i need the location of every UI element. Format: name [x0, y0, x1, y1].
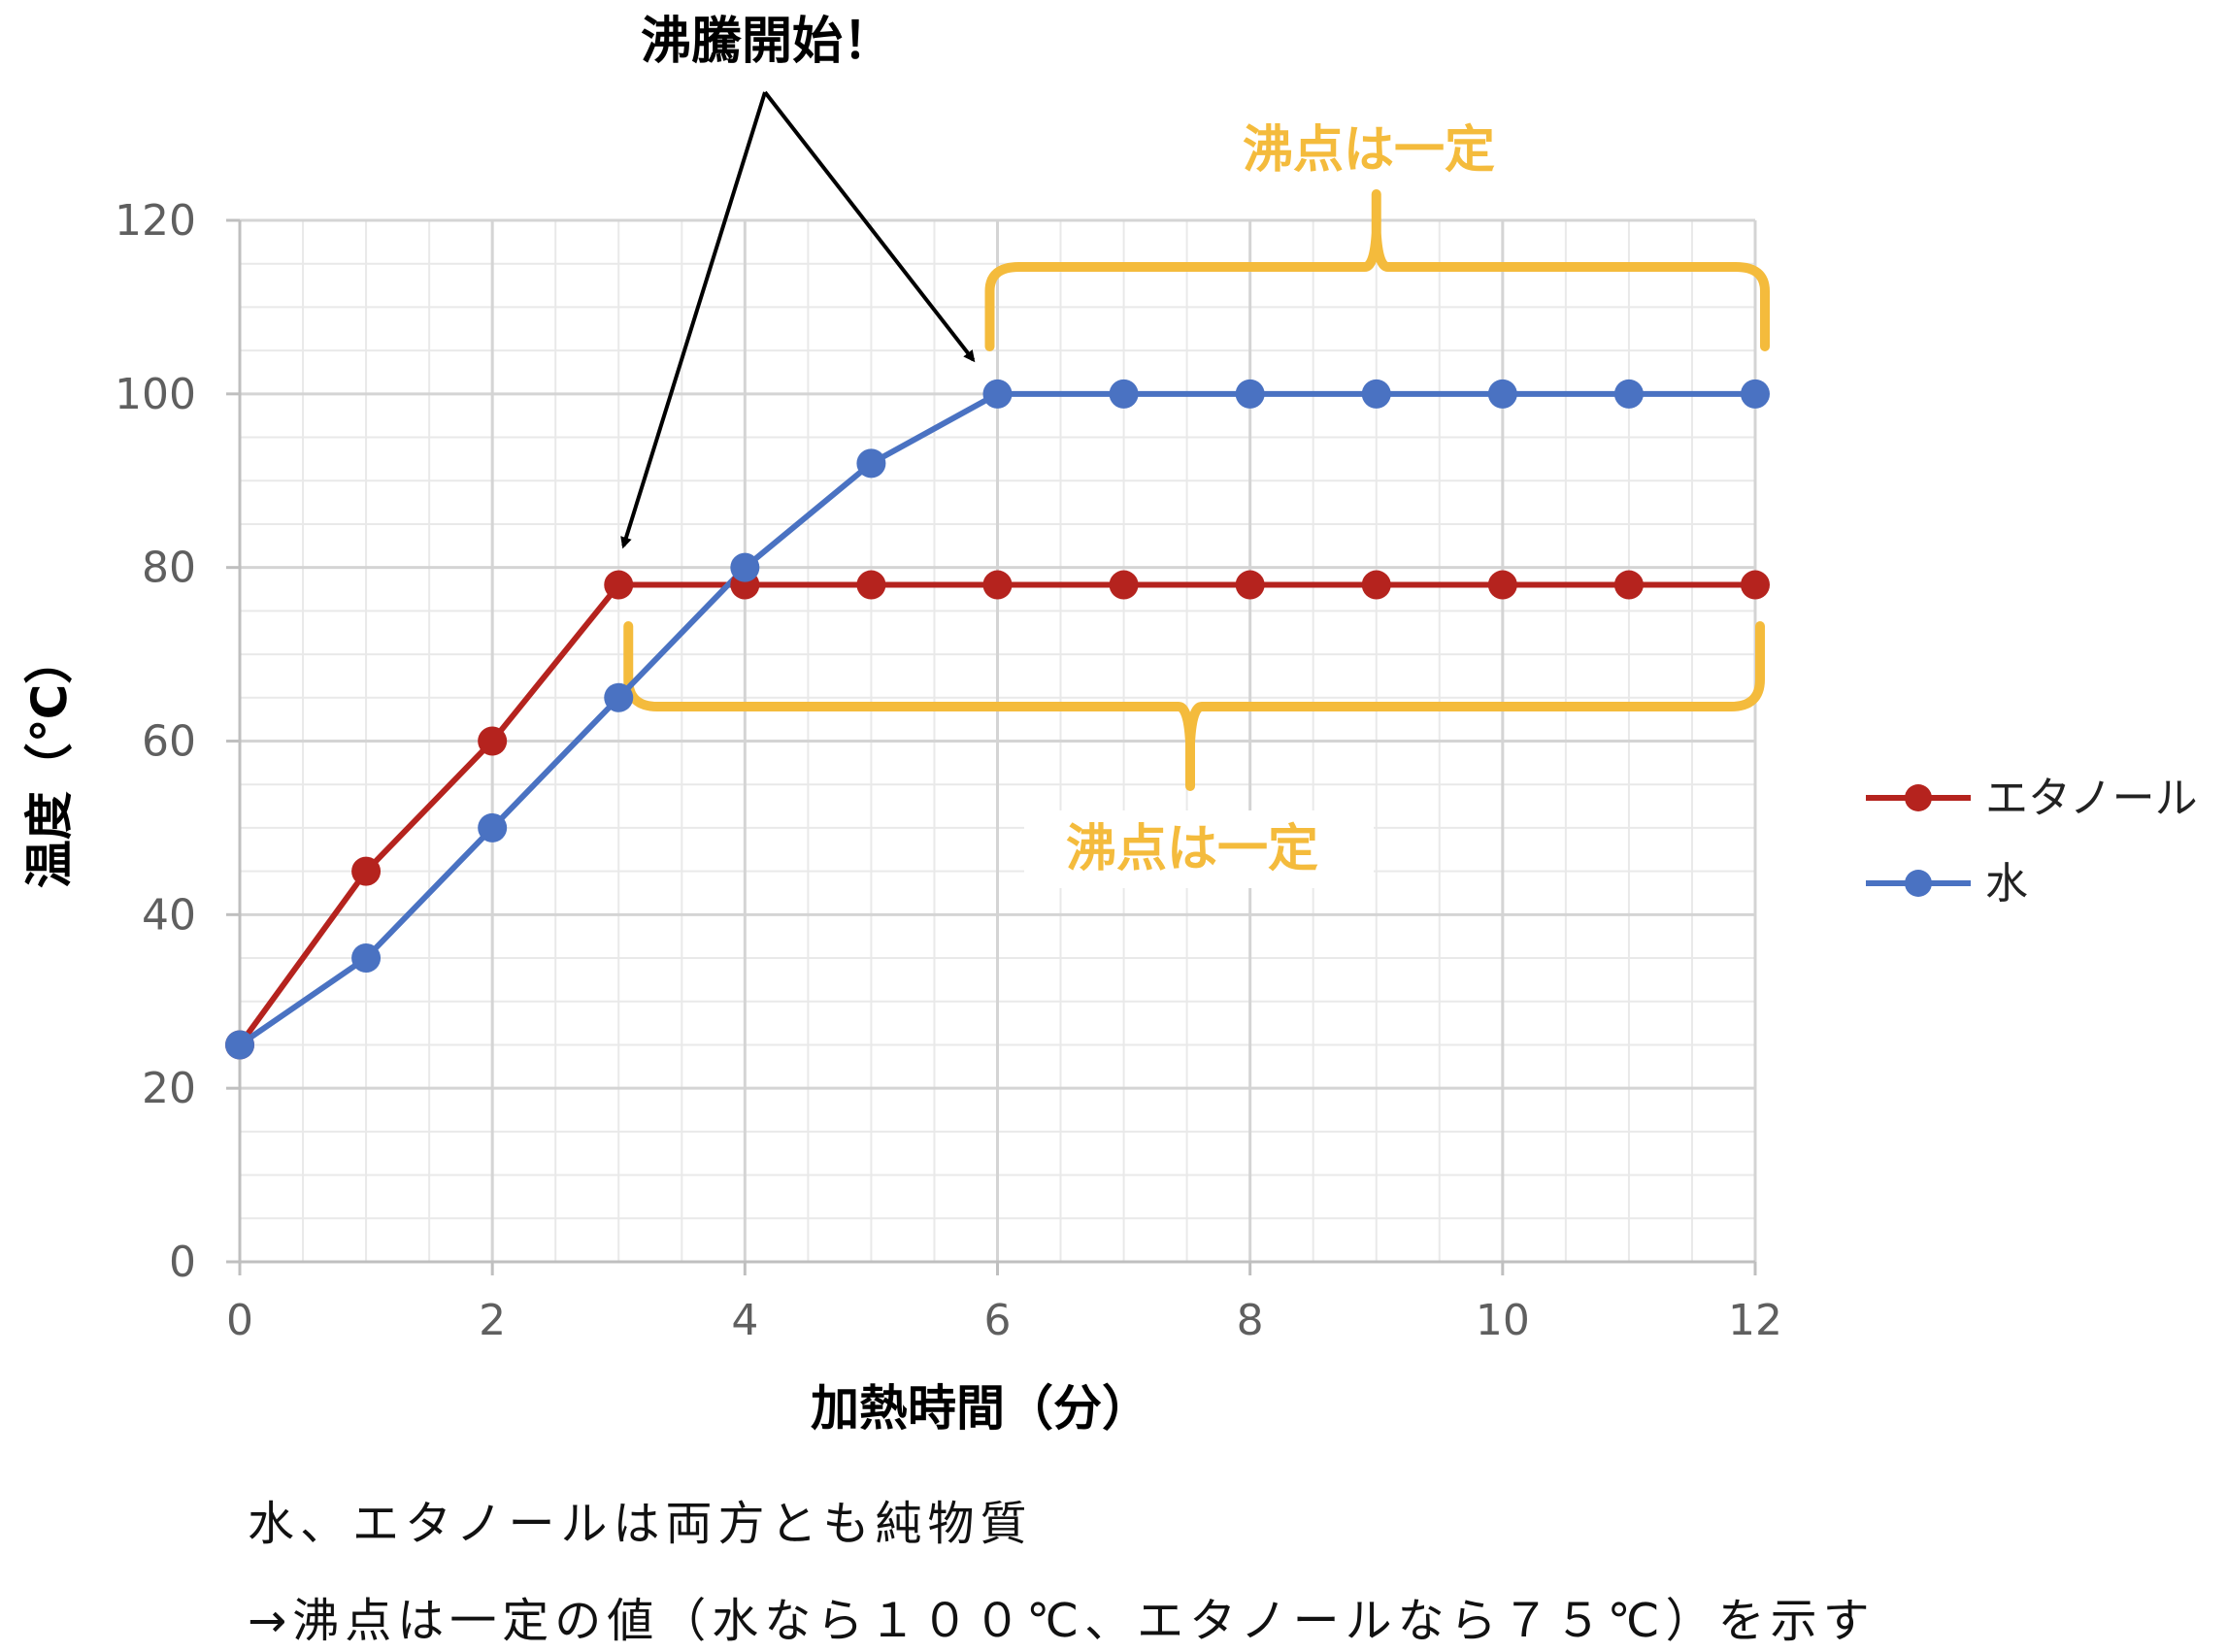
- legend-item-water: 水: [1866, 859, 2028, 909]
- data-point-water: [351, 943, 382, 974]
- y-tick-label: 100: [115, 370, 196, 419]
- water-plateau-bracket: [984, 189, 1770, 351]
- data-point-ethanol: [1235, 570, 1265, 600]
- note-line-1: 水、エタノールは両方とも純物質: [248, 1497, 1033, 1551]
- data-point-ethanol: [1487, 570, 1517, 600]
- boiling-start-label: 沸騰開始！: [641, 13, 893, 71]
- x-tick-label: 12: [1728, 1296, 1782, 1345]
- data-point-ethanol: [478, 726, 508, 756]
- data-point-ethanol: [1741, 570, 1770, 600]
- data-point-water: [604, 682, 634, 712]
- data-point-water: [1109, 379, 1139, 409]
- legend: エタノール 水: [1866, 774, 2198, 909]
- y-tick-label: 120: [115, 196, 196, 246]
- data-point-ethanol: [1109, 570, 1139, 600]
- note-line-2: →沸点は一定の値（水なら１００℃、エタノールなら７５℃）を示す: [248, 1594, 1876, 1648]
- ethanol-plateau-bracket: [623, 621, 1765, 791]
- arrow-to-water-boiling: [763, 90, 976, 363]
- x-tick-labels: 0 2 4 6 8 10 12: [226, 1296, 1782, 1345]
- legend-item-ethanol: エタノール: [1866, 774, 2198, 823]
- data-point-water: [730, 552, 760, 582]
- data-point-ethanol: [351, 856, 382, 886]
- annotation-arrows: [620, 90, 976, 549]
- data-point-water: [478, 812, 508, 843]
- axes: [226, 218, 1757, 1275]
- x-tick-label: 6: [984, 1296, 1012, 1345]
- x-tick-label: 10: [1476, 1296, 1530, 1345]
- x-tick-label: 4: [731, 1296, 758, 1345]
- y-axis-title: 温度（℃）: [21, 636, 78, 889]
- data-point-ethanol: [604, 570, 634, 600]
- data-point-water: [1741, 379, 1770, 409]
- major-gridlines: [238, 218, 1757, 1264]
- x-tick-label: 8: [1237, 1296, 1264, 1345]
- x-axis-title: 加熱時間（分）: [811, 1380, 1150, 1437]
- x-tick-label: 2: [479, 1296, 506, 1345]
- legend-label-ethanol: エタノール: [1985, 774, 2198, 823]
- y-tick-label: 80: [142, 544, 196, 593]
- y-tick-label: 0: [169, 1238, 196, 1287]
- water-plateau-label-bg: [1209, 116, 1529, 184]
- x-tick-label: 0: [226, 1296, 253, 1345]
- data-point-water: [856, 448, 886, 479]
- data-point-water: [1235, 379, 1265, 409]
- data-point-water: [1613, 379, 1644, 409]
- data-point-water: [982, 379, 1013, 409]
- ethanol-plateau-label-bg: [1024, 810, 1374, 888]
- y-tick-label: 60: [142, 717, 196, 767]
- data-point-ethanol: [982, 570, 1013, 600]
- data-point-ethanol: [1613, 570, 1644, 600]
- data-point-ethanol: [1361, 570, 1391, 600]
- y-tick-label: 40: [142, 890, 196, 940]
- y-tick-labels: 0 20 40 60 80 100 120: [115, 196, 196, 1287]
- data-point-water: [225, 1030, 254, 1060]
- ethanol-plateau-label: 沸点は一定: [1066, 820, 1318, 878]
- series-layer: [225, 379, 1770, 1060]
- arrow-to-ethanol-boiling: [620, 91, 767, 549]
- legend-label-water: 水: [1985, 859, 2028, 909]
- data-point-water: [1487, 379, 1517, 409]
- water-plateau-label: 沸点は一定: [1243, 121, 1495, 180]
- y-tick-label: 20: [142, 1064, 196, 1113]
- data-point-ethanol: [856, 570, 886, 600]
- data-point-water: [1361, 379, 1391, 409]
